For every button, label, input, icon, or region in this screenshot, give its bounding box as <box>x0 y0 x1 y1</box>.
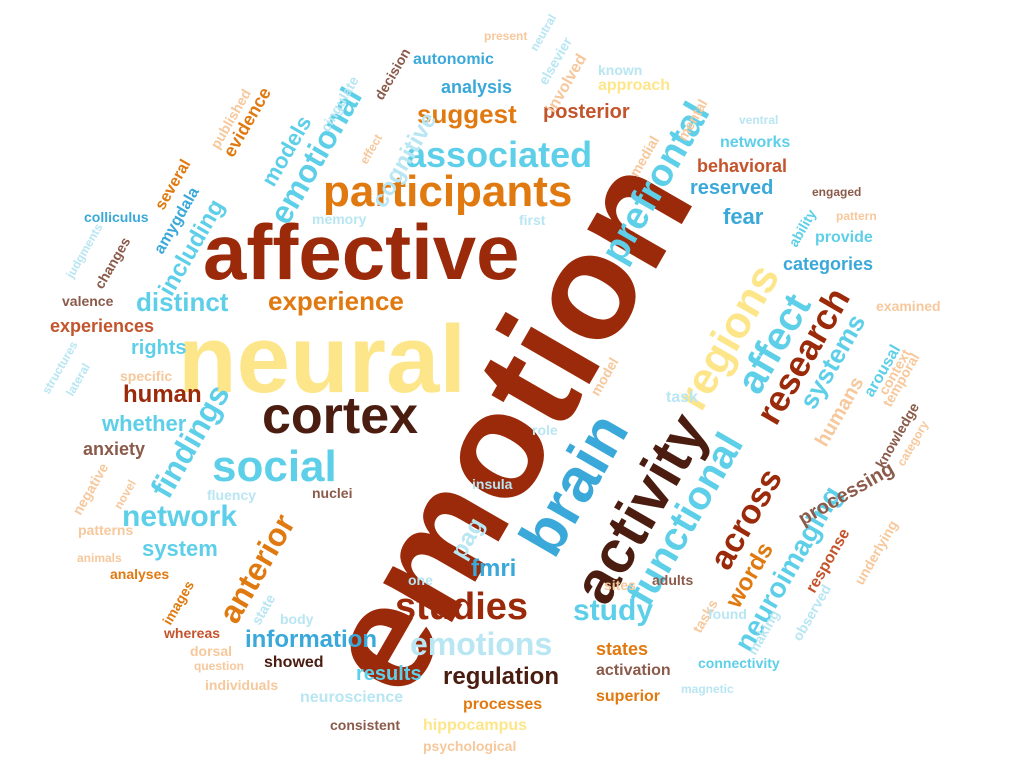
word-superior: superior <box>596 688 661 705</box>
word-experience: experience <box>268 286 404 316</box>
word-ability: ability <box>785 206 820 250</box>
word-cortex: cortex <box>262 387 419 445</box>
word-memory: memory <box>312 211 367 227</box>
word-categories: categories <box>783 254 874 274</box>
word-system: system <box>142 536 218 561</box>
word-first: first <box>519 212 546 228</box>
word-images: images <box>159 577 198 628</box>
word-hippocampus: hippocampus <box>423 717 528 734</box>
word-fear: fear <box>723 204 764 229</box>
word-adults: adults <box>652 572 694 588</box>
word-insula: insula <box>472 476 513 492</box>
word-animals: animals <box>77 551 122 565</box>
word-results: results <box>356 663 422 685</box>
word-whereas: whereas <box>164 625 221 641</box>
word-activation: activation <box>596 662 671 679</box>
word-pattern: pattern <box>836 209 877 223</box>
word-engaged: engaged <box>812 185 862 199</box>
word-regulation: regulation <box>443 663 560 690</box>
word-processing: processing <box>794 457 898 531</box>
word-fluency: fluency <box>207 487 257 503</box>
word-study: study <box>573 594 654 627</box>
word-affective: affective <box>203 208 520 296</box>
word-underlying: underlying <box>851 517 901 588</box>
word-individuals: individuals <box>205 677 279 693</box>
word-provide: provide <box>815 229 873 246</box>
word-decision: decision <box>371 45 414 103</box>
word-studies: studies <box>395 586 529 628</box>
word-autonomic: autonomic <box>413 51 494 68</box>
word-experiences: experiences <box>50 316 155 336</box>
word-body: body <box>280 611 314 627</box>
word-rights: rights <box>131 337 187 359</box>
word-consistent: consistent <box>330 717 401 733</box>
word-effect: effect <box>357 131 386 167</box>
word-anxiety: anxiety <box>83 439 146 459</box>
word-emotions: emotions <box>410 626 553 662</box>
word-sites: sites <box>604 577 636 593</box>
word-posterior: posterior <box>543 101 630 123</box>
word-examined: examined <box>876 298 941 314</box>
word-social: social <box>212 442 337 491</box>
word-ventral: ventral <box>739 113 779 127</box>
word-task: task <box>666 389 699 406</box>
word-changes: changes <box>91 234 134 292</box>
word-states: states <box>596 639 649 659</box>
word-approach: approach <box>598 77 671 94</box>
word-patterns: patterns <box>78 522 134 538</box>
word-valence: valence <box>62 293 114 309</box>
word-associated: associated <box>406 134 593 175</box>
word-network: network <box>122 500 238 533</box>
word-found: found <box>708 606 747 622</box>
word-dorsal: dorsal <box>190 643 233 659</box>
word-colliculus: colliculus <box>84 209 149 225</box>
word-distinct: distinct <box>136 287 229 317</box>
word-role: role <box>532 422 558 438</box>
word-reserved: reserved <box>690 177 774 199</box>
word-analysis: analysis <box>441 77 513 97</box>
word-present: present <box>484 29 528 43</box>
word-participants: participants <box>323 167 573 216</box>
word-neural: neural <box>178 306 467 413</box>
word-connectivity: connectivity <box>698 655 780 671</box>
word-known: known <box>598 62 643 78</box>
word-networks: networks <box>720 134 791 151</box>
word-behavioral: behavioral <box>697 156 788 176</box>
word-information: information <box>245 626 377 653</box>
word-fmri: fmri <box>471 555 517 582</box>
word-processes: processes <box>463 696 543 713</box>
word-psychological: psychological <box>423 738 517 754</box>
word-showed: showed <box>264 654 324 671</box>
word-analyses: analyses <box>110 566 170 582</box>
word-whether: whether <box>102 411 187 436</box>
word-human: human <box>123 381 202 408</box>
word-suggest: suggest <box>417 99 517 129</box>
word-question: question <box>194 659 244 673</box>
word-negative: negative <box>69 460 112 518</box>
word-neuroscience: neuroscience <box>300 689 404 706</box>
word-one: one <box>408 572 433 588</box>
word-magnetic: magnetic <box>681 682 734 696</box>
word-specific: specific <box>120 368 173 384</box>
word-nuclei: nuclei <box>312 485 353 501</box>
